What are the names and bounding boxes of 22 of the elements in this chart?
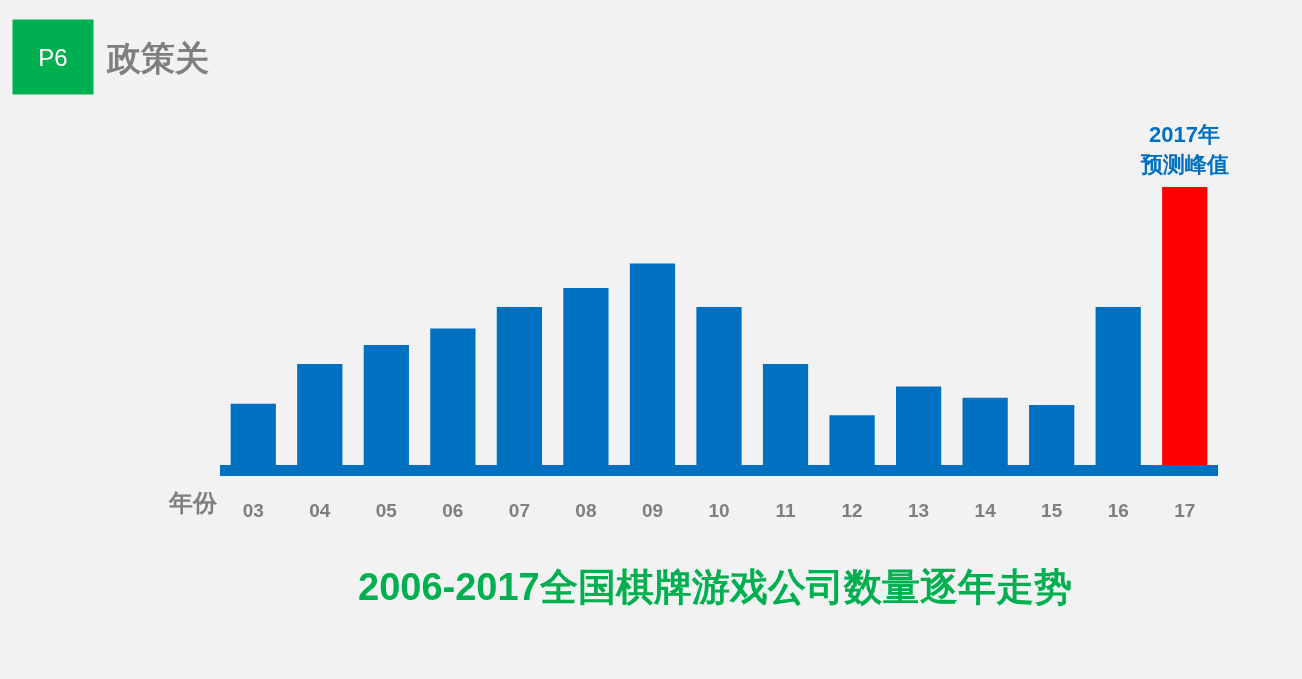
x-tick-label: 11 xyxy=(775,499,796,521)
chart-title: 政策关 xyxy=(105,38,209,77)
x-tick-label: 08 xyxy=(575,499,597,521)
x-tick-label: 09 xyxy=(641,499,664,521)
x-tick-label: 15 xyxy=(1041,499,1063,521)
x-tick-label: 03 xyxy=(242,499,264,521)
text: P6 xyxy=(38,43,68,71)
x-axis-title: 年份 xyxy=(168,489,218,516)
x-tick-label: 04 xyxy=(309,499,331,521)
text: 2006-2017全国棋牌游戏公司数量逐年走势 xyxy=(358,566,1072,608)
annotation: 预测峰值 xyxy=(1140,152,1229,177)
x-tick-label: 17 xyxy=(1174,499,1196,521)
x-tick-label: 06 xyxy=(442,499,464,521)
x-tick-label: 12 xyxy=(841,499,863,521)
x-tick-label: 10 xyxy=(708,499,730,521)
x-tick-label: 07 xyxy=(508,499,530,521)
x-tick-label: 13 xyxy=(908,499,930,521)
bar xyxy=(1162,187,1208,465)
x-tick-label: 14 xyxy=(974,499,997,521)
x-tick-label: 16 xyxy=(1107,499,1129,521)
x-tick-label: 05 xyxy=(375,499,398,521)
annotation: 2017年 xyxy=(1149,122,1220,147)
